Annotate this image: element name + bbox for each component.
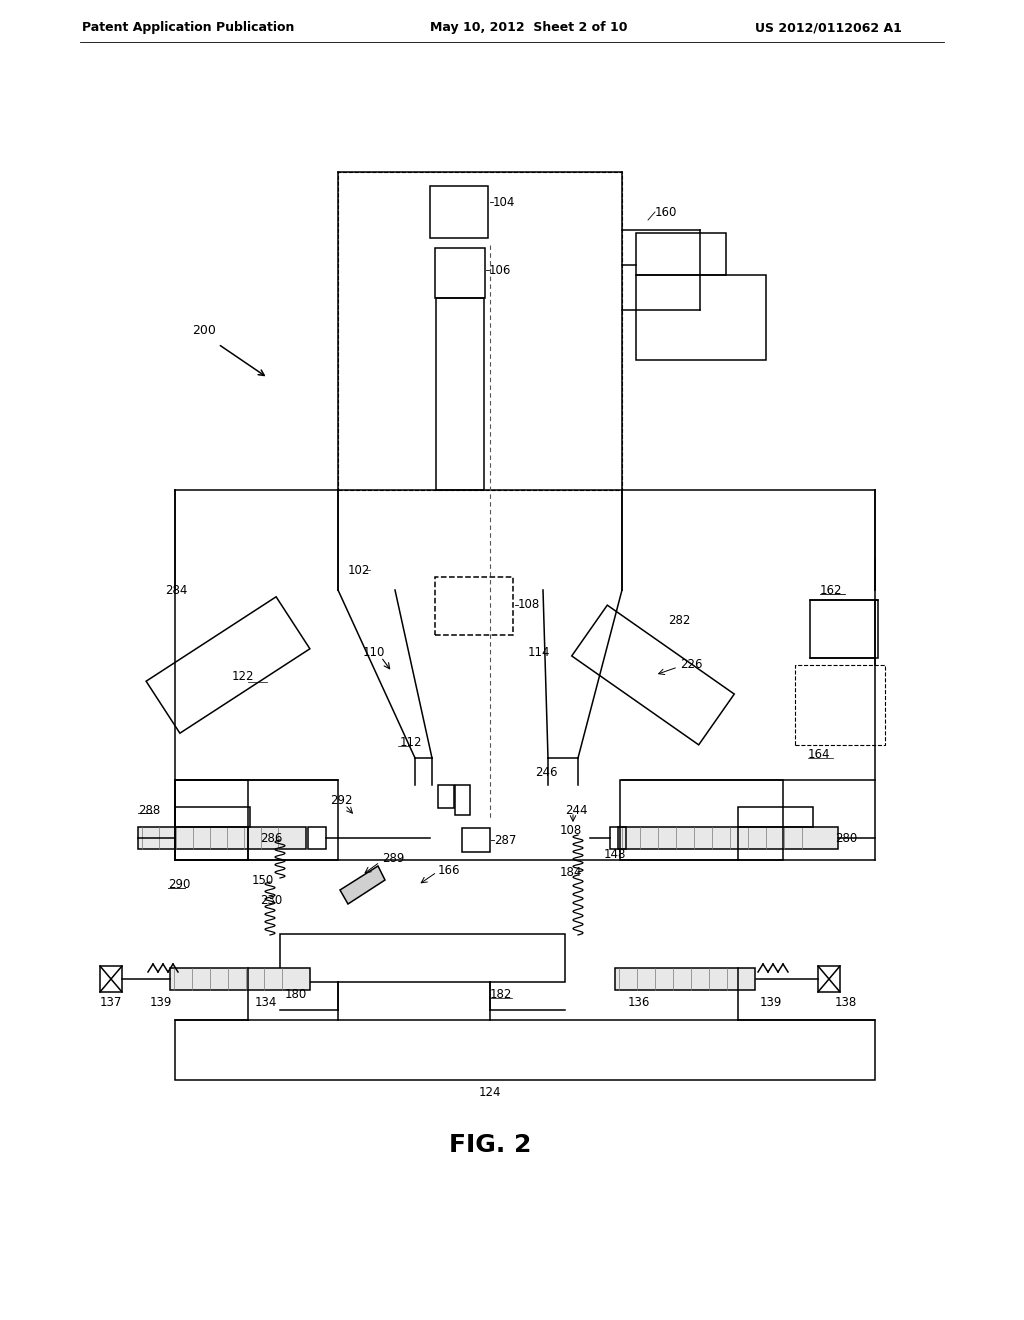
Bar <box>738 807 813 828</box>
Text: May 10, 2012  Sheet 2 of 10: May 10, 2012 Sheet 2 of 10 <box>430 21 628 34</box>
Text: 280: 280 <box>835 832 857 845</box>
Bar <box>818 966 840 993</box>
Text: 282: 282 <box>668 614 690 627</box>
Bar <box>636 275 766 360</box>
Text: US 2012/0112062 A1: US 2012/0112062 A1 <box>755 21 902 34</box>
Bar <box>810 601 878 657</box>
Text: 286: 286 <box>260 832 283 845</box>
Text: 164: 164 <box>808 748 830 762</box>
Text: 287: 287 <box>494 833 516 846</box>
Text: 138: 138 <box>835 995 857 1008</box>
Text: 102: 102 <box>348 564 371 577</box>
Bar <box>620 780 783 861</box>
Text: 148: 148 <box>604 847 627 861</box>
Text: 180: 180 <box>285 989 307 1002</box>
Text: 162: 162 <box>820 583 843 597</box>
Text: 104: 104 <box>493 195 515 209</box>
Bar <box>615 968 755 990</box>
Bar <box>435 577 513 635</box>
Bar <box>438 785 454 808</box>
Bar <box>636 234 726 275</box>
Bar <box>435 248 485 298</box>
Text: 160: 160 <box>655 206 677 219</box>
Bar <box>175 780 338 861</box>
Text: 137: 137 <box>100 995 123 1008</box>
Text: 200: 200 <box>193 323 216 337</box>
Text: 134: 134 <box>255 995 278 1008</box>
Bar <box>618 828 838 849</box>
Bar <box>610 828 626 849</box>
Bar <box>138 828 306 849</box>
Bar <box>175 780 248 861</box>
Bar <box>308 828 326 849</box>
Text: 150: 150 <box>252 874 274 887</box>
Text: 246: 246 <box>535 766 557 779</box>
Bar <box>175 1020 874 1080</box>
Bar <box>338 172 622 490</box>
Polygon shape <box>340 866 385 904</box>
Bar <box>795 665 885 744</box>
Text: 184: 184 <box>560 866 583 879</box>
Bar <box>455 785 470 814</box>
Text: 230: 230 <box>260 894 283 907</box>
Text: 108: 108 <box>518 598 541 611</box>
Bar <box>170 968 310 990</box>
Text: 290: 290 <box>168 879 190 891</box>
Text: 182: 182 <box>490 989 512 1002</box>
Text: 288: 288 <box>138 804 160 817</box>
Text: 112: 112 <box>400 735 423 748</box>
Text: 122: 122 <box>232 671 255 684</box>
Text: 106: 106 <box>489 264 511 276</box>
Text: 139: 139 <box>150 995 172 1008</box>
Text: 292: 292 <box>330 793 352 807</box>
Text: 110: 110 <box>362 645 385 659</box>
Text: 139: 139 <box>760 995 782 1008</box>
Bar <box>100 966 122 993</box>
Bar <box>430 186 488 238</box>
Bar <box>280 935 565 982</box>
Text: 289: 289 <box>382 851 404 865</box>
Text: 124: 124 <box>479 1085 502 1098</box>
Text: FIG. 2: FIG. 2 <box>449 1133 531 1158</box>
Text: 226: 226 <box>680 659 702 672</box>
Bar <box>436 298 484 490</box>
Text: 114: 114 <box>528 645 551 659</box>
Text: 244: 244 <box>565 804 588 817</box>
Bar <box>462 828 490 851</box>
Text: 136: 136 <box>628 995 650 1008</box>
Text: 166: 166 <box>438 863 461 876</box>
Text: 108: 108 <box>560 824 583 837</box>
Bar <box>175 807 250 828</box>
Text: 284: 284 <box>165 583 187 597</box>
Text: Patent Application Publication: Patent Application Publication <box>82 21 294 34</box>
